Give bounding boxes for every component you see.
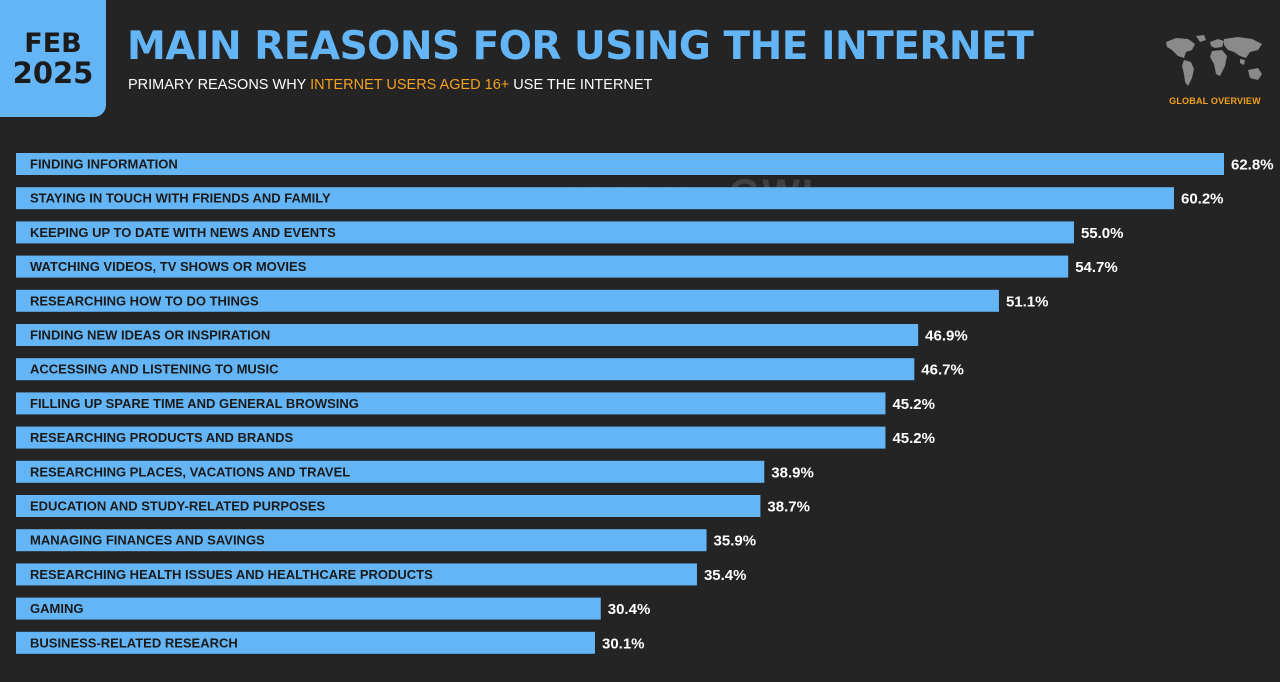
category-label: EDUCATION AND STUDY-RELATED PURPOSES bbox=[30, 499, 325, 514]
category-label: ACCESSING AND LISTENING TO MUSIC bbox=[30, 362, 279, 377]
value-label: 55.0% bbox=[1081, 225, 1124, 242]
bar bbox=[16, 187, 1174, 210]
category-label: RESEARCHING PLACES, VACATIONS AND TRAVEL bbox=[30, 464, 350, 479]
value-label: 46.9% bbox=[925, 328, 968, 345]
subtitle: PRIMARY REASONS WHY INTERNET USERS AGED … bbox=[128, 77, 652, 93]
subtitle-highlight: INTERNET USERS AGED 16+ bbox=[310, 77, 510, 93]
date-month: FEB bbox=[24, 27, 82, 59]
region-label: GLOBAL OVERVIEW bbox=[1169, 96, 1261, 106]
category-label: FILLING UP SPARE TIME AND GENERAL BROWSI… bbox=[30, 396, 359, 411]
date-year: 2025 bbox=[12, 55, 94, 90]
category-label: WATCHING VIDEOS, TV SHOWS OR MOVIES bbox=[30, 259, 307, 274]
value-label: 35.9% bbox=[714, 533, 757, 550]
value-label: 45.2% bbox=[892, 430, 935, 447]
category-label: GAMING bbox=[30, 601, 83, 616]
category-label: RESEARCHING PRODUCTS AND BRANDS bbox=[30, 430, 293, 445]
page-title: MAIN REASONS FOR USING THE INTERNET bbox=[127, 24, 1034, 69]
category-label: KEEPING UP TO DATE WITH NEWS AND EVENTS bbox=[30, 225, 336, 240]
value-label: 60.2% bbox=[1181, 191, 1224, 208]
category-label: RESEARCHING HEALTH ISSUES AND HEALTHCARE… bbox=[30, 567, 433, 582]
subtitle-suffix: USE THE INTERNET bbox=[509, 77, 653, 93]
value-label: 35.4% bbox=[704, 567, 747, 584]
value-label: 38.9% bbox=[771, 464, 814, 481]
bar bbox=[16, 289, 999, 312]
category-label: BUSINESS-RELATED RESEARCH bbox=[30, 635, 238, 650]
value-label: 30.4% bbox=[608, 601, 651, 618]
bar bbox=[16, 563, 697, 586]
bar bbox=[16, 324, 919, 346]
world-map-icon bbox=[1166, 35, 1262, 86]
value-label: 62.8% bbox=[1231, 157, 1274, 174]
bar bbox=[16, 358, 915, 381]
value-label: 51.1% bbox=[1006, 293, 1049, 310]
value-label: 54.7% bbox=[1075, 259, 1118, 276]
category-label: FINDING NEW IDEAS OR INSPIRATION bbox=[30, 328, 270, 343]
bar bbox=[16, 255, 1069, 278]
bar bbox=[16, 631, 595, 654]
bar bbox=[16, 460, 765, 483]
category-label: FINDING INFORMATION bbox=[30, 157, 178, 172]
bar bbox=[16, 495, 761, 517]
date-badge: FEB 2025 bbox=[0, 0, 106, 117]
bar bbox=[16, 392, 886, 415]
value-label: 45.2% bbox=[892, 396, 935, 413]
bar bbox=[16, 529, 707, 552]
value-label: 46.7% bbox=[921, 362, 964, 379]
category-label: RESEARCHING HOW TO DO THINGS bbox=[30, 293, 259, 308]
bar bbox=[16, 221, 1074, 244]
bar bbox=[16, 426, 886, 449]
category-label: MANAGING FINANCES AND SAVINGS bbox=[30, 533, 265, 548]
category-label: STAYING IN TOUCH WITH FRIENDS AND FAMILY bbox=[30, 191, 331, 206]
value-label: 38.7% bbox=[767, 499, 810, 516]
bar bbox=[16, 153, 1224, 175]
value-label: 30.1% bbox=[602, 635, 645, 652]
subtitle-prefix: PRIMARY REASONS WHY bbox=[128, 77, 311, 93]
bar bbox=[16, 597, 601, 620]
